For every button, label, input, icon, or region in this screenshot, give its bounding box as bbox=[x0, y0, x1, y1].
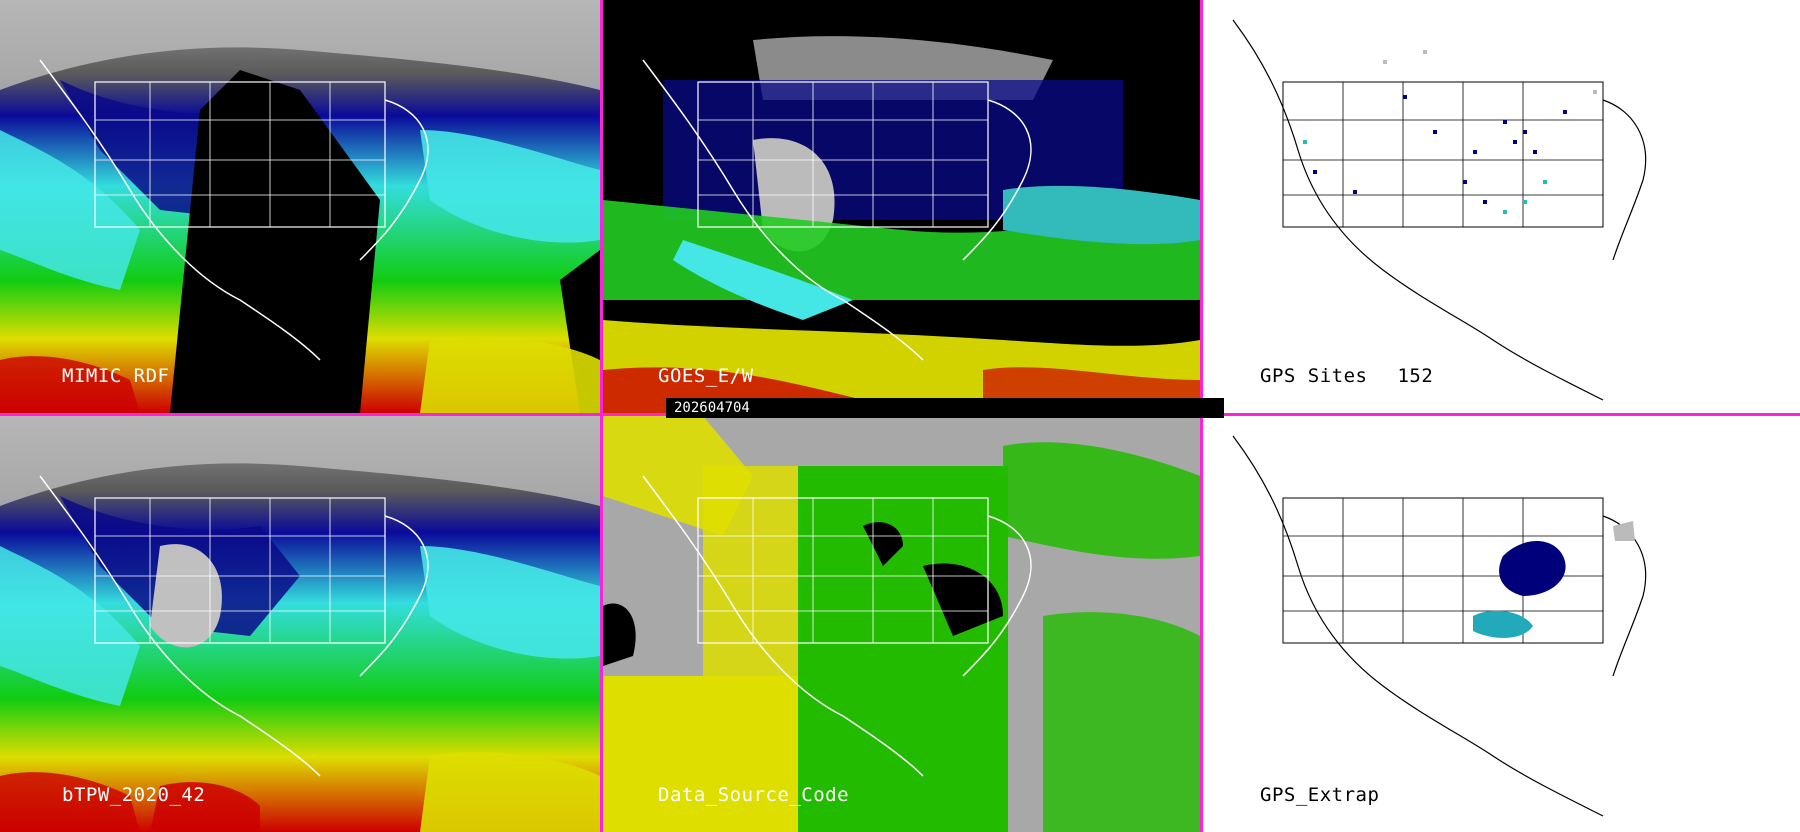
panel-data-source-code: Data_Source_Code bbox=[603, 416, 1200, 832]
panel-btpw: bTPW_2020_42 bbox=[0, 416, 600, 832]
panel-gps-extrap: GPS_Extrap bbox=[1203, 416, 1800, 832]
divider-vertical-left bbox=[600, 0, 603, 832]
panel-label-data-source: Data_Source_Code bbox=[658, 784, 850, 806]
timestamp-bar: 202604704 bbox=[666, 398, 1224, 418]
panel-mimic-rdf: MIMIC RDF bbox=[0, 0, 600, 413]
panel-label-gps-sites: GPS Sites 152 bbox=[1260, 365, 1433, 387]
gps-sites-count: 152 bbox=[1397, 365, 1434, 387]
gps-extrap-map bbox=[1232, 435, 1647, 817]
gps-sites-map bbox=[1232, 19, 1647, 401]
data-source-map bbox=[603, 416, 1200, 832]
mimic-map bbox=[0, 0, 600, 413]
panel-goes-ew: GOES_E/W bbox=[603, 0, 1200, 413]
goes-map bbox=[603, 0, 1200, 413]
extrap-blob-ohio bbox=[1499, 541, 1566, 596]
panel-gps-sites: GPS Sites 152 bbox=[1203, 0, 1800, 413]
extrap-blob-gulf bbox=[1473, 610, 1533, 638]
panel-label-goes: GOES_E/W bbox=[658, 365, 754, 387]
panel-label-gps-extrap: GPS_Extrap bbox=[1260, 784, 1380, 806]
gps-sites-title: GPS Sites bbox=[1260, 365, 1368, 387]
panel-label-btpw: bTPW_2020_42 bbox=[62, 784, 206, 806]
gps-site-markers bbox=[1313, 95, 1567, 204]
btpw-map bbox=[0, 416, 600, 832]
panel-label-mimic: MIMIC RDF bbox=[62, 365, 170, 387]
